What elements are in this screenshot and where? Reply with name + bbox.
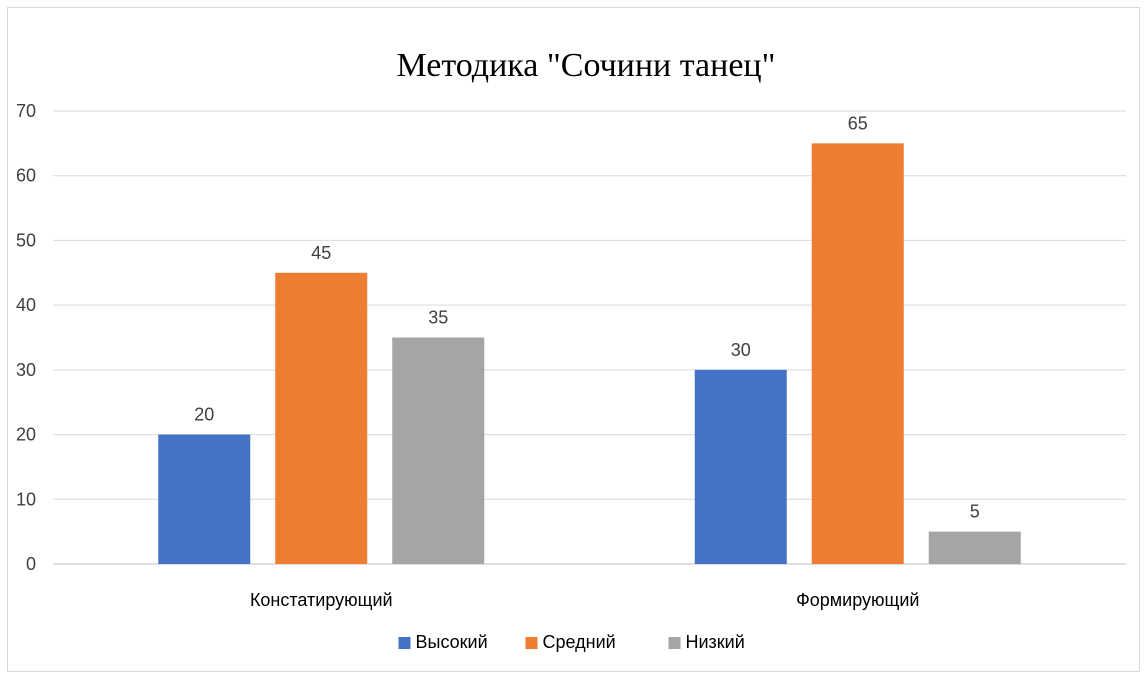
data-label: 45	[311, 243, 331, 263]
y-tick-label: 60	[16, 166, 36, 186]
legend-label: Низкий	[686, 632, 745, 652]
y-tick-label: 20	[16, 425, 36, 445]
x-category-label: Констатирующий	[250, 590, 393, 610]
data-label: 5	[970, 502, 980, 522]
y-tick-label: 10	[16, 489, 36, 509]
bar-1-1	[158, 434, 251, 564]
bars	[158, 143, 1021, 564]
bar-1-2	[694, 369, 787, 564]
legend: Высокий Средний Низкий	[398, 632, 745, 652]
x-axis-categories: Констатирующий Формирующий	[250, 590, 920, 610]
bar-3-1	[392, 337, 485, 564]
data-labels: 20 45 35 30 65 5	[194, 113, 980, 521]
legend-label: Средний	[543, 632, 616, 652]
y-tick-label: 70	[16, 101, 36, 121]
chart-title: Методика "Сочини танец"	[397, 47, 776, 84]
y-tick-label: 30	[16, 360, 36, 380]
legend-swatch	[668, 637, 681, 649]
data-label: 20	[194, 405, 214, 425]
bar-2-2	[811, 143, 904, 564]
chart-container: Методика "Сочини танец" 0 10 20 30 40 50 60 70 …	[7, 7, 1140, 672]
y-tick-label: 50	[16, 230, 36, 250]
y-tick-label: 0	[26, 554, 36, 574]
data-label: 65	[848, 113, 868, 133]
legend-swatch	[398, 637, 411, 649]
data-label: 35	[428, 308, 448, 328]
legend-label: Высокий	[416, 632, 488, 652]
data-label: 30	[731, 340, 751, 360]
bar-2-1	[275, 272, 368, 564]
legend-swatch	[525, 637, 538, 649]
y-axis-ticks: 0 10 20 30 40 50 60 70	[16, 101, 36, 574]
y-tick-label: 40	[16, 295, 36, 315]
bar-3-2	[928, 531, 1021, 564]
bar-chart: Методика "Сочини танец" 010203040506070 …	[16, 47, 1126, 652]
x-category-label: Формирующий	[796, 590, 919, 610]
